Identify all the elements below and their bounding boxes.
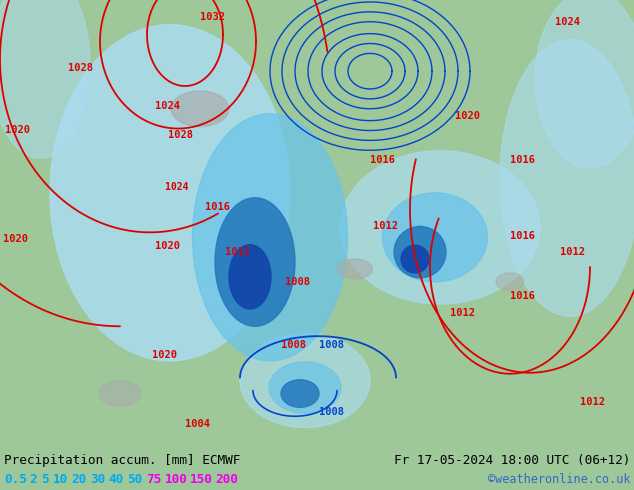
Text: 30: 30	[90, 473, 105, 487]
Text: 1020: 1020	[455, 111, 480, 121]
Text: 10: 10	[53, 473, 68, 487]
Ellipse shape	[394, 226, 446, 278]
Text: 1012: 1012	[580, 397, 605, 407]
Text: 1024: 1024	[555, 17, 580, 27]
Ellipse shape	[240, 334, 370, 428]
Text: 0.5: 0.5	[4, 473, 27, 487]
Text: 1028: 1028	[168, 130, 193, 141]
Text: 1016: 1016	[510, 155, 535, 165]
Text: 1008: 1008	[281, 340, 306, 350]
Ellipse shape	[99, 381, 141, 406]
Text: 2: 2	[29, 473, 37, 487]
Text: 1020: 1020	[152, 350, 177, 360]
Ellipse shape	[281, 380, 319, 407]
Text: 1004: 1004	[185, 419, 210, 429]
Text: 40: 40	[109, 473, 124, 487]
Text: 1012: 1012	[560, 247, 585, 257]
Ellipse shape	[229, 245, 271, 309]
Ellipse shape	[215, 198, 295, 326]
Text: 1008: 1008	[285, 277, 310, 287]
Text: Precipitation accum. [mm] ECMWF: Precipitation accum. [mm] ECMWF	[4, 454, 240, 467]
Text: ©weatheronline.co.uk: ©weatheronline.co.uk	[488, 473, 630, 487]
Text: 1012: 1012	[450, 308, 475, 318]
Text: 1020: 1020	[3, 234, 28, 244]
Text: 1020: 1020	[155, 241, 180, 251]
Text: 1012: 1012	[373, 221, 398, 231]
Text: 1008: 1008	[319, 407, 344, 417]
Text: 20: 20	[72, 473, 87, 487]
Text: 1016: 1016	[510, 291, 535, 300]
Ellipse shape	[269, 362, 341, 413]
Text: 200: 200	[216, 473, 238, 487]
Ellipse shape	[193, 114, 347, 361]
Ellipse shape	[382, 193, 488, 282]
Ellipse shape	[535, 0, 634, 168]
Text: 1008: 1008	[319, 340, 344, 350]
Text: 1024: 1024	[155, 101, 180, 111]
Ellipse shape	[0, 0, 90, 158]
Text: Fr 17-05-2024 18:00 UTC (06+12): Fr 17-05-2024 18:00 UTC (06+12)	[394, 454, 630, 467]
Ellipse shape	[500, 40, 634, 317]
Ellipse shape	[337, 259, 373, 279]
Ellipse shape	[496, 273, 524, 291]
Text: 100: 100	[165, 473, 188, 487]
Text: 1016: 1016	[370, 155, 395, 165]
Text: 1016: 1016	[510, 231, 535, 241]
Text: 150: 150	[190, 473, 213, 487]
Text: 1016: 1016	[205, 201, 230, 212]
Text: 50: 50	[127, 473, 143, 487]
Text: 75: 75	[146, 473, 161, 487]
Ellipse shape	[340, 151, 540, 304]
Text: 1028: 1028	[68, 63, 93, 73]
Ellipse shape	[401, 245, 429, 273]
Text: 1020: 1020	[5, 125, 30, 135]
Text: 1032: 1032	[200, 12, 225, 22]
Text: 1024: 1024	[165, 182, 195, 192]
Text: 5: 5	[41, 473, 49, 487]
Ellipse shape	[171, 91, 229, 126]
Ellipse shape	[50, 24, 290, 361]
Text: 1012: 1012	[225, 247, 250, 257]
